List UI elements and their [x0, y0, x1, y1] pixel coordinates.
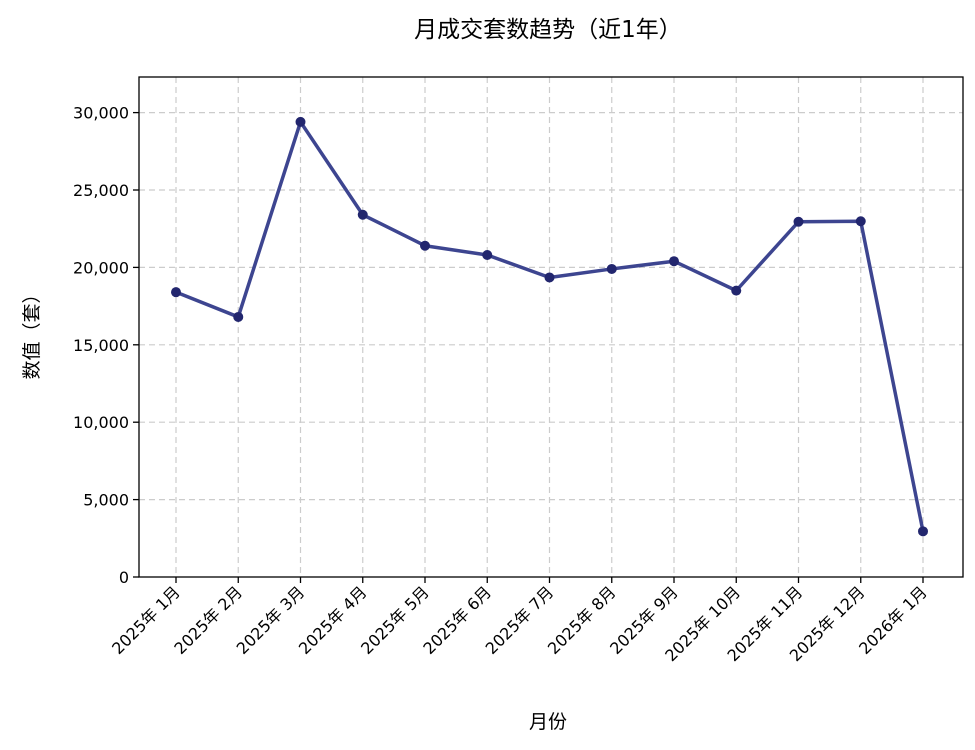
- y-tick-label: 15,000: [73, 336, 129, 355]
- y-axis-title: 数值（套）: [21, 284, 43, 379]
- series-layer: [171, 116, 928, 537]
- y-tick-label: 5,000: [83, 491, 129, 510]
- plot-frame: [138, 76, 964, 578]
- data-point: [357, 209, 368, 220]
- data-point: [669, 256, 679, 267]
- y-tick-label: 10,000: [73, 413, 129, 432]
- y-tick-label: 0: [119, 568, 129, 587]
- y-tick-label: 30,000: [73, 104, 129, 123]
- data-point: [793, 216, 804, 227]
- data-point: [482, 250, 493, 261]
- data-point: [855, 216, 866, 227]
- data-point: [606, 263, 617, 274]
- data-point: [171, 287, 181, 298]
- data-point: [731, 285, 742, 296]
- axes-layer: 05,00010,00015,00020,00025,00030,0002025…: [73, 76, 964, 665]
- data-point: [918, 526, 928, 537]
- y-tick-label: 20,000: [73, 258, 129, 277]
- data-point: [420, 240, 430, 251]
- data-point: [295, 116, 306, 127]
- x-axis-title: 月份: [529, 711, 567, 733]
- grid-layer: [139, 77, 963, 577]
- data-point: [233, 311, 244, 322]
- y-tick-label: 25,000: [73, 181, 129, 200]
- chart-title: 月成交套数趋势（近1年）: [414, 17, 682, 43]
- data-point: [544, 272, 555, 283]
- x-tick-label: 2026年 1月: [855, 582, 931, 658]
